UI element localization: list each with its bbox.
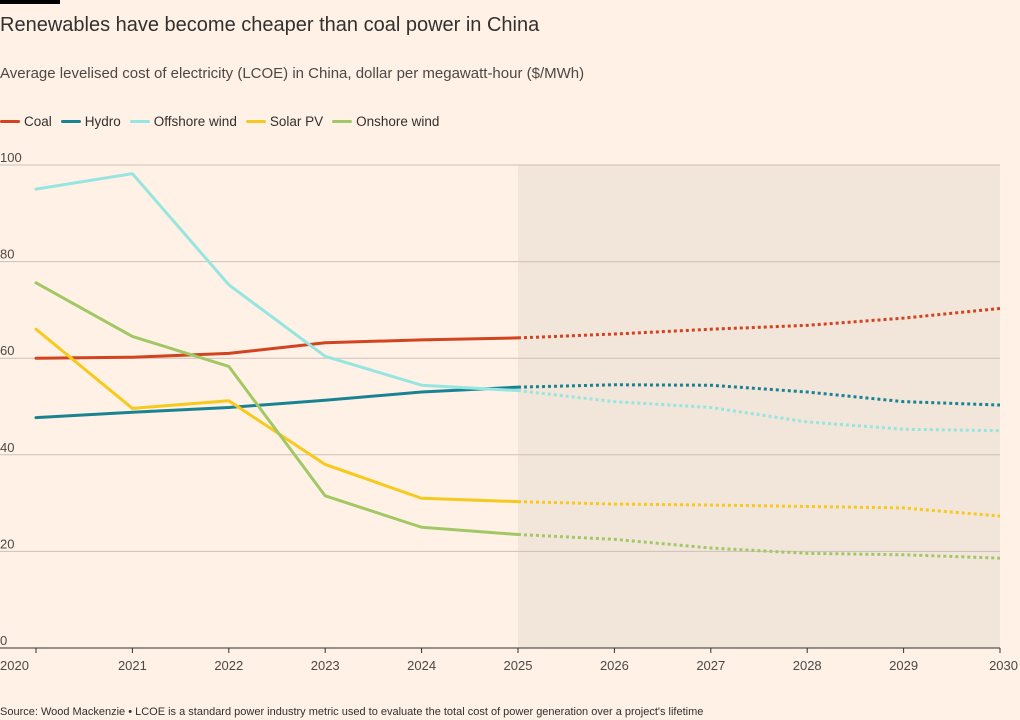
legend-swatch-hydro bbox=[60, 120, 81, 123]
legend-swatch-solar-pv bbox=[245, 120, 266, 123]
series-projection-offshore-wind bbox=[517, 389, 1001, 433]
legend-item-hydro: Hydro bbox=[60, 114, 121, 129]
x-tick-label-2025: 2025 bbox=[504, 658, 533, 673]
legend-item-solar-pv: Solar PV bbox=[245, 114, 324, 129]
series-projection-solar-pv bbox=[517, 500, 1001, 518]
legend-label-onshore-wind: Onshore wind bbox=[356, 114, 440, 129]
x-tick-label-2022: 2022 bbox=[214, 658, 243, 673]
x-tick-label-2023: 2023 bbox=[311, 658, 340, 673]
series-line-solar-pv bbox=[34, 327, 520, 504]
x-tick-label-2028: 2028 bbox=[793, 658, 822, 673]
series-line-onshore-wind bbox=[34, 281, 520, 536]
x-tick-label-2024: 2024 bbox=[407, 658, 436, 673]
series-projection-onshore-wind bbox=[517, 532, 1001, 560]
y-tick-label-80: 80 bbox=[0, 247, 14, 262]
y-tick-label-60: 60 bbox=[0, 343, 14, 358]
chart-subtitle: Average levelised cost of electricity (L… bbox=[0, 65, 585, 82]
series-projection-hydro bbox=[517, 383, 1001, 407]
chart-legend: Coal Hydro Offshore wind Solar PV Onshor… bbox=[0, 114, 448, 129]
x-tick-label-2020: 2020 bbox=[0, 658, 29, 673]
y-tick-label-100: 100 bbox=[0, 150, 22, 165]
x-tick-label-2021: 2021 bbox=[118, 658, 147, 673]
x-tick-label-2030: 2030 bbox=[989, 658, 1018, 673]
legend-item-offshore-wind: Offshore wind bbox=[129, 114, 237, 129]
x-tick-label-2026: 2026 bbox=[600, 658, 629, 673]
projection-shading bbox=[518, 165, 1000, 648]
legend-swatch-coal bbox=[0, 120, 20, 123]
legend-label-solar-pv: Solar PV bbox=[269, 114, 324, 129]
legend-label-offshore-wind: Offshore wind bbox=[153, 114, 237, 129]
legend-item-onshore-wind: Onshore wind bbox=[332, 114, 439, 129]
source-note: Source: Wood Mackenzie • LCOE is a stand… bbox=[0, 706, 704, 718]
y-tick-label-40: 40 bbox=[0, 440, 14, 455]
x-tick-label-2027: 2027 bbox=[696, 658, 725, 673]
legend-swatch-offshore-wind bbox=[129, 120, 150, 123]
chart-title: Renewables have become cheaper than coal… bbox=[0, 14, 540, 36]
legend-label-hydro: Hydro bbox=[84, 114, 121, 129]
series-line-hydro bbox=[34, 385, 520, 420]
legend-item-coal: Coal bbox=[0, 114, 52, 129]
legend-swatch-onshore-wind bbox=[332, 120, 353, 123]
y-tick-label-20: 20 bbox=[0, 536, 14, 551]
series-line-offshore-wind bbox=[34, 172, 520, 393]
series-line-coal bbox=[34, 336, 520, 360]
y-tick-label-0: 0 bbox=[0, 633, 7, 648]
brand-accent-bar bbox=[0, 0, 60, 4]
x-tick-label-2029: 2029 bbox=[889, 658, 918, 673]
series-projection-coal bbox=[517, 306, 1001, 340]
legend-label-coal: Coal bbox=[24, 114, 52, 129]
